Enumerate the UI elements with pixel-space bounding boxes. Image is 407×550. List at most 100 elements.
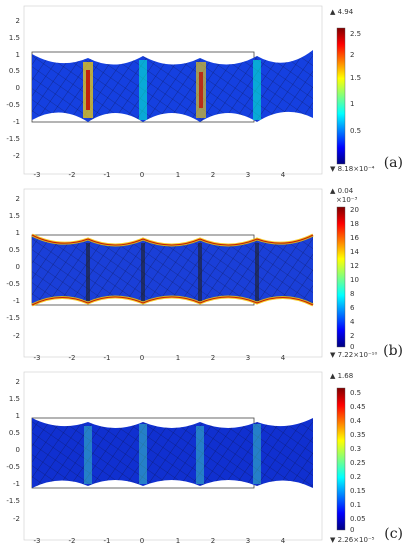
deformed-surface <box>31 233 314 307</box>
colorbar-min: ▼ 7.22×10⁻¹⁰ <box>330 351 377 359</box>
colorbar-tick: 0.05 <box>350 515 366 523</box>
deformed-surface <box>32 50 313 122</box>
deformed-surface <box>32 418 313 488</box>
plot-frame <box>23 188 323 358</box>
x-tick: 4 <box>281 171 286 179</box>
panel-label: (c) <box>384 526 403 542</box>
y-tick: 0.5 <box>9 246 20 254</box>
x-tick: 1 <box>176 171 180 179</box>
x-tick: -1 <box>104 171 111 179</box>
y-tick: 1 <box>16 51 20 59</box>
y-tick: 0.5 <box>9 67 20 75</box>
panel-label: (a) <box>383 155 403 171</box>
x-axis: -3 -2 -1 0 1 2 3 4 <box>34 537 286 545</box>
x-axis: -3 -2 -1 0 1 2 3 4 <box>34 354 286 362</box>
y-tick: 1.5 <box>9 34 20 42</box>
panel-label: (b) <box>383 343 403 359</box>
y-tick: 1 <box>16 412 20 420</box>
y-tick: -1.5 <box>6 135 20 143</box>
x-tick: 1 <box>176 537 180 545</box>
x-tick: -1 <box>104 354 111 362</box>
y-tick: 1 <box>16 229 20 237</box>
x-tick: 0 <box>140 171 144 179</box>
x-tick: 3 <box>246 537 250 545</box>
panel-b-plot: 2 1.5 1 0.5 0 -0.5 -1 -1.5 -2 -3 -2 -1 0… <box>6 187 377 362</box>
colorbar-a: ▲ 4.94 2.5 2 1.5 1 0.5 ▼ 8.18×10⁻⁴ <box>330 8 375 173</box>
colorbar-min: ▼ 2.26×10⁻⁵ <box>330 536 375 544</box>
y-axis: 2 1.5 1 0.5 0 -0.5 -1 -1.5 -2 <box>6 378 20 523</box>
colorbar-tick: 2.5 <box>350 30 361 38</box>
panel-a: 2 1.5 1 0.5 0 -0.5 -1 -1.5 -2 -3 -2 -1 0… <box>0 0 407 180</box>
x-tick: 2 <box>211 537 215 545</box>
y-tick: -0.5 <box>6 280 20 288</box>
colorbar-b: ▲ 0.04 ×10⁻³ 20 18 16 14 12 10 8 6 4 2 0… <box>330 187 377 359</box>
y-tick: 0 <box>16 263 20 271</box>
colorbar-c: ▲ 1.68 0.5 0.45 0.4 0.35 0.3 0.25 0.2 0.… <box>330 372 375 544</box>
colorbar-tick: 6 <box>350 304 355 312</box>
colorbar-tick: 20 <box>350 206 359 214</box>
colorbar-tick: 8 <box>350 290 354 298</box>
colorbar-min: ▼ 8.18×10⁻⁴ <box>330 165 375 173</box>
x-tick: 3 <box>246 354 250 362</box>
x-tick: -3 <box>34 171 41 179</box>
colorbar-tick: 0.35 <box>350 431 366 439</box>
x-tick: -2 <box>69 171 76 179</box>
y-tick: -1 <box>13 297 20 305</box>
y-tick: 2 <box>16 378 20 386</box>
colorbar-tick: 0.4 <box>350 417 362 425</box>
colorbar-tick: 2 <box>350 51 354 59</box>
colorbar-tick: 0.5 <box>350 389 361 397</box>
colorbar-tick: 0.5 <box>350 127 361 135</box>
colorbar-tick: 10 <box>350 276 359 284</box>
y-tick: 2 <box>16 195 20 203</box>
panel-a-plot: 2 1.5 1 0.5 0 -0.5 -1 -1.5 -2 -3 -2 -1 0… <box>6 5 375 179</box>
y-tick: 1.5 <box>9 212 20 220</box>
plot-frame <box>23 371 323 541</box>
colorbar-tick: 0.1 <box>350 501 361 509</box>
colorbar-tick: 0.15 <box>350 487 366 495</box>
y-tick: -1.5 <box>6 497 20 505</box>
colorbar-tick: 0 <box>350 526 354 534</box>
x-tick: 0 <box>140 354 144 362</box>
y-tick: -2 <box>13 332 20 340</box>
x-tick: -3 <box>34 354 41 362</box>
panel-b: 2 1.5 1 0.5 0 -0.5 -1 -1.5 -2 -3 -2 -1 0… <box>0 183 407 363</box>
colorbar-tick: 2 <box>350 332 354 340</box>
y-tick: -1 <box>13 118 20 126</box>
panel-c-plot: 2 1.5 1 0.5 0 -0.5 -1 -1.5 -2 -3 -2 -1 0… <box>6 371 375 545</box>
x-axis: -3 -2 -1 0 1 2 3 4 <box>34 171 286 179</box>
y-tick: 2 <box>16 17 20 25</box>
x-tick: -2 <box>69 537 76 545</box>
colorbar-tick: 0.45 <box>350 403 366 411</box>
x-tick: 4 <box>281 537 286 545</box>
colorbar-tick: 1 <box>350 100 354 108</box>
colorbar-tick: 1.5 <box>350 74 361 82</box>
colorbar-tick: 0.25 <box>350 459 366 467</box>
y-tick: -0.5 <box>6 463 20 471</box>
colorbar-max: ▲ 4.94 <box>330 8 354 16</box>
plot-frame <box>23 5 323 175</box>
colorbar-tick: 0.3 <box>350 445 361 453</box>
colorbar-exponent: ×10⁻³ <box>336 196 357 204</box>
x-tick: -3 <box>34 537 41 545</box>
y-axis: 2 1.5 1 0.5 0 -0.5 -1 -1.5 -2 <box>6 17 20 160</box>
y-tick: -1.5 <box>6 314 20 322</box>
x-tick: -1 <box>104 537 111 545</box>
panel-c: 2 1.5 1 0.5 0 -0.5 -1 -1.5 -2 -3 -2 -1 0… <box>0 366 407 546</box>
colorbar-tick: 14 <box>350 248 359 256</box>
x-tick: 4 <box>281 354 286 362</box>
x-tick: 3 <box>246 171 250 179</box>
y-tick: -2 <box>13 152 20 160</box>
x-tick: 2 <box>211 171 215 179</box>
colorbar-tick: 16 <box>350 234 359 242</box>
colorbar-max: ▲ 0.04 <box>330 187 354 195</box>
y-tick: -2 <box>13 515 20 523</box>
colorbar-tick: 12 <box>350 262 359 270</box>
y-tick: 0.5 <box>9 429 20 437</box>
colorbar-max: ▲ 1.68 <box>330 372 353 380</box>
x-tick: 0 <box>140 537 144 545</box>
y-axis: 2 1.5 1 0.5 0 -0.5 -1 -1.5 -2 <box>6 195 20 340</box>
colorbar-tick: 0.2 <box>350 473 361 481</box>
y-tick: 1.5 <box>9 395 20 403</box>
y-tick: -1 <box>13 480 20 488</box>
